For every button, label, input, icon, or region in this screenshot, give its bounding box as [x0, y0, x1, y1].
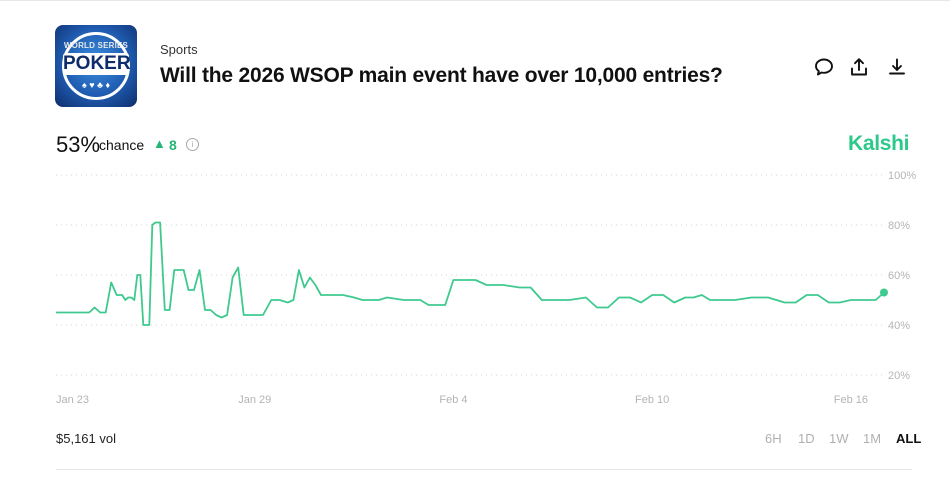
- volume-label: $5,161 vol: [56, 431, 116, 446]
- download-icon: [889, 58, 905, 75]
- x-tick-label: Jan 23: [56, 394, 89, 406]
- x-tick-label: Jan 29: [238, 394, 271, 406]
- range-6h[interactable]: 6H: [765, 431, 782, 446]
- logo-top-text: WORLD SERIES: [63, 41, 129, 50]
- share-icon: [851, 58, 867, 76]
- wsop-logo: WORLD SERIES POKER ♠ ♥ ♣ ♦: [55, 25, 137, 107]
- range-all[interactable]: ALL: [896, 431, 922, 446]
- info-icon[interactable]: i: [186, 138, 199, 151]
- market-category[interactable]: Sports: [160, 42, 198, 57]
- top-divider: [0, 0, 950, 1]
- up-arrow-icon: ▲: [153, 136, 166, 151]
- change-value: 8: [169, 137, 177, 153]
- logo-main-text: POKER: [63, 53, 131, 75]
- range-1w[interactable]: 1W: [829, 431, 849, 446]
- range-1m[interactable]: 1M: [863, 431, 882, 446]
- market-title: Will the 2026 WSOP main event have over …: [160, 64, 723, 87]
- bottom-divider: [56, 469, 912, 470]
- chance-value: 53%: [56, 132, 101, 157]
- x-tick-label: Feb 4: [439, 394, 467, 406]
- x-tick-label: Feb 10: [635, 394, 669, 406]
- chart-grid: [56, 174, 884, 376]
- download-button[interactable]: [886, 56, 908, 78]
- series-line: [56, 221, 885, 326]
- y-tick-label: 100%: [888, 170, 916, 182]
- current-value-dot: [880, 288, 888, 297]
- comment-icon: [815, 58, 833, 76]
- comment-button[interactable]: [813, 56, 835, 78]
- y-axis-ticks: 20% 40% 60% 80% 100%: [888, 170, 916, 382]
- logo-suits: ♠ ♥ ♣ ♦: [81, 80, 111, 90]
- x-axis-ticks: Jan 23 Jan 29 Feb 4 Feb 10 Feb 16: [56, 394, 868, 406]
- kalshi-logo: Kalshi: [848, 132, 910, 155]
- y-tick-label: 40%: [888, 320, 910, 332]
- y-tick-label: 80%: [888, 220, 910, 232]
- y-tick-label: 20%: [888, 370, 910, 382]
- chance-label: chance: [99, 137, 145, 153]
- x-tick-label: Feb 16: [834, 394, 868, 406]
- range-1d[interactable]: 1D: [798, 431, 815, 446]
- y-tick-label: 60%: [888, 270, 910, 282]
- share-button[interactable]: [848, 56, 870, 78]
